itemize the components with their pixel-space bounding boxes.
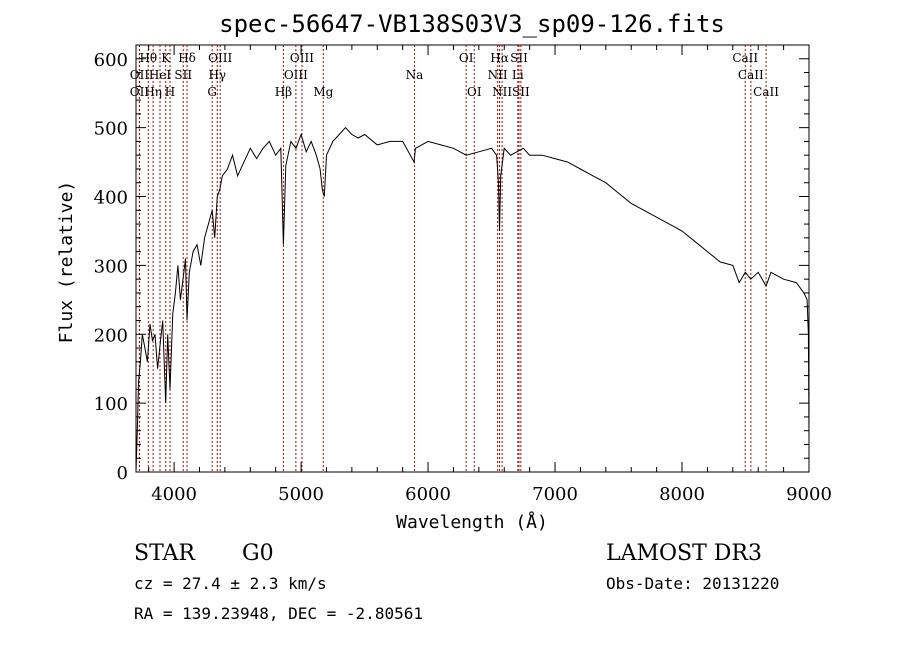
- x-tick-group: 4000 5000 6000 7000 8000 9000: [148, 45, 832, 505]
- line-marker-label: NII: [492, 85, 512, 99]
- line-marker-label: Hθ: [139, 51, 157, 65]
- line-marker-label: K: [161, 51, 171, 65]
- line-marker-label: SII: [510, 51, 528, 65]
- x-tick-label: 6000: [405, 484, 451, 505]
- line-marker-label: NII: [488, 68, 508, 82]
- redshift-readout: cz = 27.4 ± 2.3 km/s: [134, 574, 327, 593]
- line-marker-label: Hβ: [275, 85, 292, 99]
- line-marker-label: Hδ: [178, 51, 196, 65]
- line-marker-label: CaII: [738, 68, 764, 82]
- line-marker-label: CaII: [753, 85, 779, 99]
- line-marker-label: Mg: [313, 85, 333, 99]
- y-tick-label: 500: [94, 119, 128, 140]
- y-tick-label: 100: [94, 394, 128, 415]
- line-marker-label: SII: [174, 68, 192, 82]
- spectrum-line: [135, 126, 810, 473]
- obs-date: Obs-Date: 20131220: [606, 574, 779, 593]
- x-tick-label: 4000: [151, 484, 197, 505]
- chart-title: spec-56647-VB138S03V3_sp09-126.fits: [219, 10, 725, 38]
- line-marker-label: Na: [406, 68, 424, 82]
- line-marker-label: Hγ: [208, 68, 226, 82]
- x-tick-label: 7000: [532, 484, 578, 505]
- line-marker-label: OIII: [290, 51, 314, 65]
- series-group: [135, 126, 810, 473]
- line-marker-label: Li: [512, 68, 524, 82]
- x-tick-label: 8000: [659, 484, 705, 505]
- y-tick-label: 600: [94, 50, 128, 71]
- y-tick-label: 0: [117, 463, 128, 484]
- line-marker-label: OIII: [284, 68, 308, 82]
- x-tick-label: 5000: [278, 484, 324, 505]
- line-marker-label: OI: [459, 51, 474, 65]
- line-marker-label: G: [207, 85, 217, 99]
- line-marker-label: Hη: [144, 85, 162, 99]
- object-subclass: G0: [242, 541, 274, 566]
- line-marker-label: H: [165, 85, 175, 99]
- line-marker-label: Hα: [490, 51, 509, 65]
- survey-name: LAMOST DR3: [606, 541, 762, 566]
- line-marker-label: OII: [130, 85, 150, 99]
- plot-frame: [135, 44, 810, 473]
- line-marker-group: [138, 45, 767, 472]
- line-marker-label: HeI: [149, 68, 172, 82]
- x-axis-label: Wavelength (Å): [396, 511, 548, 533]
- y-axis-label: Flux (relative): [56, 181, 77, 344]
- line-marker-label: OII: [130, 68, 150, 82]
- line-marker-label: CaII: [732, 51, 758, 65]
- line-marker-label-group: OII OII Hθ Hη HeI K H SII Hδ G Hγ OIII Hβ OIII OIII Mg N…: [130, 51, 779, 99]
- y-tick-group: 0 100 200 300 400 500 600: [94, 50, 809, 484]
- y-tick-label: 400: [94, 188, 128, 209]
- object-class: STAR: [134, 541, 196, 566]
- coordinates-readout: RA = 139.23948, DEC = -2.80561: [134, 604, 423, 623]
- line-marker-label: OI: [467, 85, 482, 99]
- line-marker-label: SII: [512, 85, 530, 99]
- y-tick-label: 200: [94, 325, 128, 346]
- line-marker-label: OIII: [208, 51, 232, 65]
- y-tick-label: 300: [94, 256, 128, 277]
- x-tick-label: 9000: [786, 484, 832, 505]
